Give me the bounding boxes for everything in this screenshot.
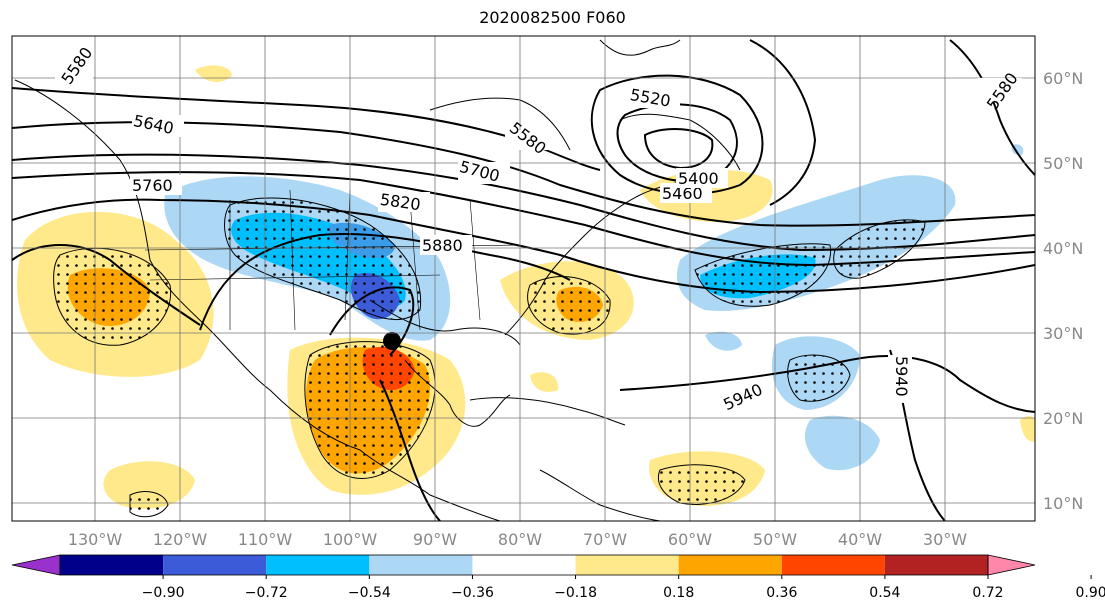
lon-label: 30°W bbox=[923, 530, 967, 549]
contour-label-5400: 5400 bbox=[678, 169, 719, 188]
plot-frame bbox=[11, 35, 1036, 522]
colorbar-swatch bbox=[266, 555, 370, 575]
colorbar-swatch bbox=[884, 555, 988, 575]
colorbar-tick-label: 0.72 bbox=[972, 585, 1003, 601]
latitude-labels: 60°N 50°N 40°N 30°N 20°N 10°N bbox=[1043, 69, 1083, 513]
colorbar-swatch bbox=[575, 555, 679, 575]
lon-label: 40°W bbox=[838, 530, 882, 549]
lon-label: 120°W bbox=[153, 530, 208, 549]
lon-label: 100°W bbox=[323, 530, 378, 549]
lat-label: 30°N bbox=[1043, 324, 1083, 343]
contour-label-5880: 5880 bbox=[422, 236, 463, 255]
colorbar-swatch bbox=[678, 555, 782, 575]
colorbar-tick-label: −0.18 bbox=[554, 585, 597, 601]
graticule bbox=[12, 36, 1035, 521]
lat-label: 40°N bbox=[1043, 239, 1083, 258]
colorbar-frame bbox=[59, 554, 989, 576]
map-title: 2020082500 F060 bbox=[479, 8, 626, 27]
colorbar-tick-label: 0.54 bbox=[869, 585, 900, 601]
lat-label: 60°N bbox=[1043, 69, 1083, 88]
contour-label-5460: 5460 bbox=[662, 184, 703, 203]
storm-center-marker bbox=[383, 332, 401, 350]
lon-label: 60°W bbox=[668, 530, 712, 549]
colorbar-swatch bbox=[781, 555, 885, 575]
colorbar-tick-label: 0.90 bbox=[1076, 585, 1105, 601]
colorbar-extend-low bbox=[11, 554, 61, 576]
lon-label: 130°W bbox=[68, 530, 123, 549]
contour-label-5940-east: 5940 bbox=[892, 356, 911, 397]
colorbar: −0.90 −0.72 −0.54 −0.36 −0.18 0.18 0.36 0.54 0.7… bbox=[11, 554, 1105, 601]
lon-label: 90°W bbox=[413, 530, 457, 549]
lon-label: 80°W bbox=[498, 530, 542, 549]
lon-label: 70°W bbox=[583, 530, 627, 549]
colorbar-swatch bbox=[369, 555, 473, 575]
coastlines bbox=[14, 39, 741, 521]
colorbar-extend-high bbox=[987, 554, 1036, 576]
significance-stipple bbox=[53, 197, 926, 518]
colorbar-swatch bbox=[60, 555, 164, 575]
lat-label: 10°N bbox=[1043, 494, 1083, 513]
colorbar-tick-label: 0.18 bbox=[663, 585, 694, 601]
lon-label: 110°W bbox=[238, 530, 293, 549]
longitude-labels: 130°W 120°W 110°W 100°W 90°W 80°W 70°W 6… bbox=[68, 530, 967, 549]
contour-labels: 5580 5640 5700 5760 5820 5880 5520 5580 … bbox=[55, 44, 1022, 414]
lat-label: 50°N bbox=[1043, 154, 1083, 173]
colorbar-tick-label: −0.54 bbox=[348, 585, 391, 601]
map-plot-area: 5580 5640 5700 5760 5820 5880 5520 5580 … bbox=[12, 36, 1035, 521]
state-borders bbox=[144, 189, 521, 331]
colorbar-swatch bbox=[163, 555, 267, 575]
lon-label: 50°W bbox=[753, 530, 797, 549]
colorbar-swatch bbox=[472, 555, 576, 575]
lat-label: 20°N bbox=[1043, 409, 1083, 428]
contour-label-5760: 5760 bbox=[132, 176, 173, 195]
colorbar-tick-label: −0.36 bbox=[451, 585, 494, 601]
colorbar-tick-label: −0.72 bbox=[245, 585, 288, 601]
colorbar-tick-label: −0.90 bbox=[142, 585, 185, 601]
colorbar-tick-label: 0.36 bbox=[766, 585, 797, 601]
